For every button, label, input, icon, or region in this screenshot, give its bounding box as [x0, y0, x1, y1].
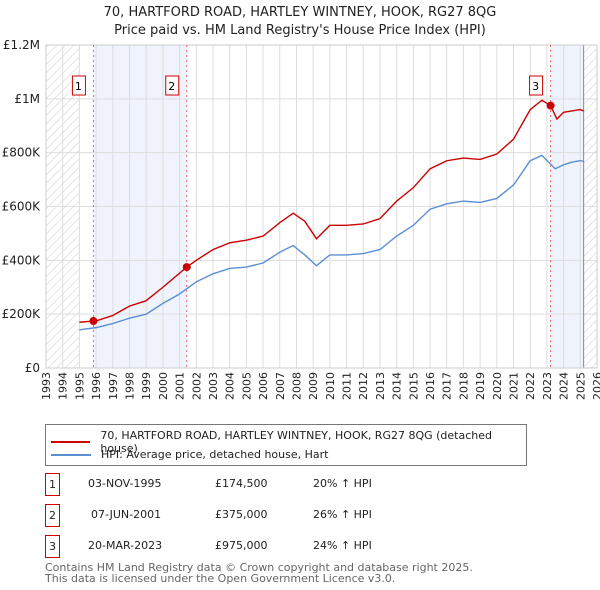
sale-label-box [165, 75, 180, 96]
legend-blue-line [51, 453, 91, 456]
sale-marker: 3 [45, 535, 60, 558]
x-tick-label: 2002 [190, 372, 203, 400]
sale-marker: 2 [45, 504, 60, 527]
x-tick-label: 2012 [357, 372, 370, 400]
x-tick-label: 2023 [541, 372, 554, 400]
x-tick-label: 1993 [40, 372, 53, 400]
sale-date: 07-JUN-2001 [91, 508, 162, 521]
sale-point [182, 263, 191, 272]
x-tick-label: 2000 [157, 372, 170, 400]
sale-hpi: 24% ↑ HPI [313, 539, 372, 552]
x-tick-label: 2008 [290, 372, 303, 400]
price-chart: 1993 1994 1995 1996 1997 1998 1999 2000 2001 2002… [2, 38, 600, 400]
x-tick-label: 2022 [524, 372, 537, 400]
y-tick-label: £800K [2, 146, 42, 160]
plot-border [45, 44, 598, 369]
x-tick-label: 2010 [324, 372, 337, 400]
sale-price: £375,000 [215, 508, 268, 521]
sale-label: 1 [75, 80, 82, 93]
x-tick-label: 1997 [107, 372, 120, 400]
legend-red-line [51, 441, 91, 443]
x-tick-label: 2001 [174, 372, 187, 400]
sale-row: 3 20-MAR-2023 £975,000 24% ↑ HPI [45, 535, 445, 558]
x-tick-label: 2015 [407, 372, 420, 400]
sale-label: 3 [532, 80, 539, 93]
footer-line: This data is licensed under the Open Gov… [45, 572, 396, 585]
sale-label: 2 [168, 80, 175, 93]
sale-date: 20-MAR-2023 [88, 539, 163, 552]
x-tick-label: 2013 [374, 372, 387, 400]
sale-price: £975,000 [215, 539, 268, 552]
x-tick-label: 2016 [424, 372, 437, 400]
sale-point [89, 317, 98, 326]
x-tick-label: 2006 [257, 372, 270, 400]
x-tick-label: 2025 [574, 372, 587, 400]
x-tick-label: 2017 [441, 372, 454, 400]
chart-subtitle: Price paid vs. HM Land Registry's House … [114, 23, 486, 38]
x-tick-label: 2026 [591, 372, 600, 400]
y-tick-label: £200K [2, 307, 42, 321]
y-tick-label: £1.2M [3, 38, 40, 52]
footer: Contains HM Land Registry data © Crown c… [45, 562, 473, 584]
x-tick-label: 2005 [240, 372, 253, 400]
x-tick-label: 2020 [491, 372, 504, 400]
legend: 70, HARTFORD ROAD, HARTLEY WINTNEY, HOOK… [45, 424, 527, 466]
sale-hpi: 20% ↑ HPI [313, 477, 372, 490]
legend-blue-label: HPI: Average price, detached house, Hart [101, 448, 329, 461]
series-line [79, 154, 584, 331]
x-tick-label: 2018 [457, 372, 470, 400]
legend-red-label: 70, HARTFORD ROAD, HARTLEY WINTNEY, HOOK… [100, 429, 493, 455]
x-tick-label: 1994 [57, 372, 70, 400]
y-tick-label: £400K [2, 253, 42, 267]
x-tick-label: 1999 [140, 372, 153, 400]
sale-marker: 1 [45, 473, 60, 496]
y-tick-label: £0 [25, 361, 40, 375]
series-line [79, 99, 584, 323]
sale-point [546, 101, 555, 110]
x-tick-label: 1998 [123, 372, 136, 400]
x-tick-label: 1996 [90, 372, 103, 400]
x-tick-label: 2007 [274, 372, 287, 400]
x-tick-label: 2014 [391, 372, 404, 400]
x-tick-label: 2011 [341, 372, 354, 400]
x-tick-label: 2024 [558, 372, 571, 400]
x-tick-label: 2021 [508, 372, 521, 400]
sale-label-box [529, 75, 544, 96]
sale-date: 03-NOV-1995 [88, 477, 162, 490]
sale-row: 2 07-JUN-2001 £375,000 26% ↑ HPI [45, 504, 445, 527]
x-tick-label: 2009 [307, 372, 320, 400]
x-tick-label: 2019 [474, 372, 487, 400]
y-tick-label: £1M [14, 92, 40, 106]
sale-price: £174,500 [215, 477, 268, 490]
footer-line: Contains HM Land Registry data © Crown c… [45, 561, 473, 574]
sale-row: 1 03-NOV-1995 £174,500 20% ↑ HPI [45, 473, 445, 496]
sale-label-box [71, 75, 86, 96]
x-tick-label: 2004 [224, 372, 237, 400]
sale-hpi: 26% ↑ HPI [313, 508, 372, 521]
chart-title: 70, HARTFORD ROAD, HARTLEY WINTNEY, HOOK… [103, 5, 497, 20]
x-tick-label: 1995 [73, 372, 86, 400]
x-tick-label: 2003 [207, 372, 220, 400]
y-tick-label: £600K [2, 200, 42, 214]
